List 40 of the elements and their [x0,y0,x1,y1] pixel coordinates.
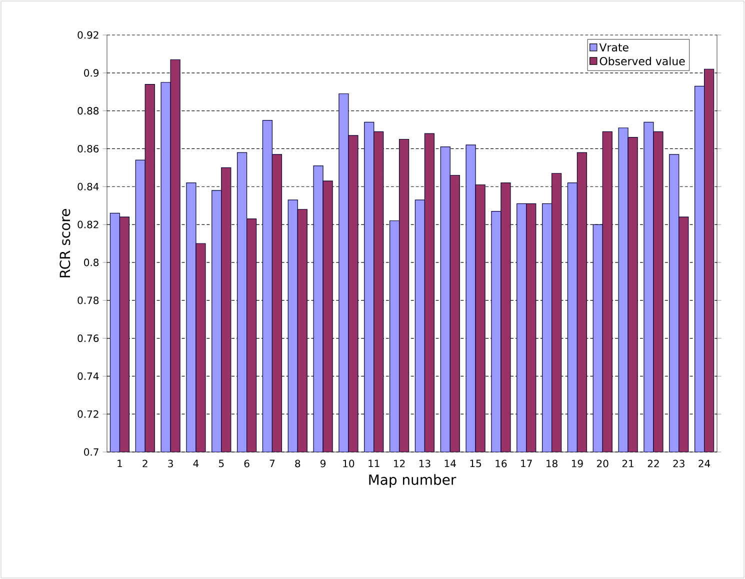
x-tick-label: 1 [118,460,122,468]
x-tick-label: 23 [673,460,684,468]
x-tick-label: 12 [394,460,405,468]
x-tick-label: 18 [546,460,558,468]
x-tick-label: 15 [470,460,482,468]
y-tick-label: 0.78 [78,296,99,304]
x-tick-label: 20 [597,460,608,468]
y-tick-label: 0.86 [78,144,99,152]
x-tick-label: 11 [368,460,380,468]
x-tick-label: 2 [142,460,148,468]
x-tick-label: 9 [320,460,326,468]
x-axis-title: Map number [369,474,456,488]
x-tick-label: 19 [572,460,583,468]
x-tick-label: 13 [419,460,430,468]
y-tick-label: 0.74 [78,372,99,380]
y-tick-label: 0.7 [84,448,98,456]
y-tick-label: 0.84 [78,182,99,190]
x-tick-label: 3 [168,460,173,468]
x-tick-label: 24 [698,460,710,468]
x-tick-label: 16 [496,460,507,468]
y-tick-label: 0.9 [84,69,99,77]
x-tick-label: 21 [622,460,634,468]
y-tick-label: 0.72 [78,410,98,418]
legend-label: Observed value [600,56,685,66]
y-tick-label: 0.92 [78,31,98,39]
x-tick-label: 22 [648,460,659,468]
x-tick-label: 6 [244,460,250,468]
x-tick-label: 8 [295,460,300,468]
y-tick-label: 0.88 [78,107,99,115]
x-tick-label: 5 [218,460,224,468]
x-tick-label: 17 [521,460,532,468]
y-tick-label: 0.82 [78,220,98,228]
x-tick-label: 4 [193,460,199,468]
legend-label: Vrate [599,43,628,52]
y-tick-label: 0.76 [78,334,99,342]
y-tick-label: 0.8 [84,258,99,266]
x-tick-label: 7 [270,460,275,468]
x-tick-label: 14 [444,460,456,468]
x-tick-label: 10 [343,460,354,468]
y-axis-title: RCR score [60,209,70,278]
